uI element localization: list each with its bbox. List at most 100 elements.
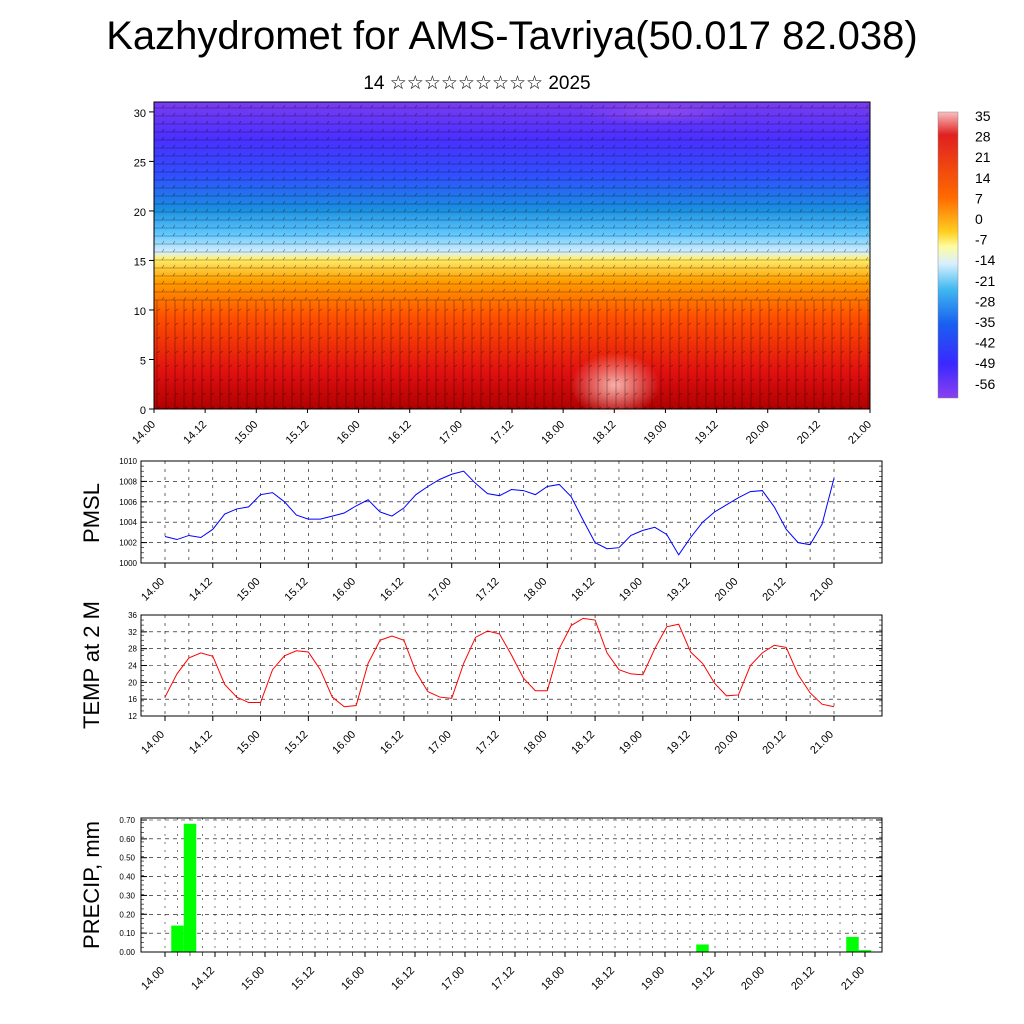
colorbar-label: -28 [975, 293, 995, 309]
precip-xtick-label: 14.12 [189, 965, 217, 993]
precip-bars [171, 823, 872, 952]
precip-xtick-label: 17.12 [489, 965, 517, 993]
xs-ytick-label: 15 [134, 256, 146, 268]
precip-ytick-label: 0.50 [119, 854, 135, 863]
precip-ytick-label: 0.40 [119, 873, 135, 882]
temp-xtick-label: 20.00 [713, 729, 741, 757]
precip-bar [183, 823, 197, 952]
temp-xtick-label: 17.12 [474, 729, 502, 757]
pmsl-x-axis: 14.00 14.12 15.00 15.12 16.00 16.12 17.00 17.12… [139, 563, 836, 604]
colorbar-label: -42 [975, 335, 995, 351]
temp-xtick-label: 19.12 [665, 729, 693, 757]
xs-xtick-label: 17.00 [437, 419, 465, 447]
xs-ytick-label: 30 [134, 108, 146, 120]
precip-bar [858, 950, 872, 952]
page-subtitle: 14 ☆☆☆☆☆☆☆☆☆ 2025 [363, 73, 591, 94]
precip-xtick-label: 16.00 [339, 965, 367, 993]
xs-xtick-label: 20.00 [744, 419, 772, 447]
colorbar-label: -49 [975, 355, 995, 371]
temp-grid [141, 614, 882, 717]
pmsl-xtick-label: 17.00 [426, 576, 454, 604]
precip-ytick-label: 0.00 [119, 948, 135, 957]
colorbar: 35 28 21 14 7 0 -7 -14 -21 -28 -35 -42 -49 -56 [937, 108, 995, 399]
temp-ytick-label: 12 [128, 712, 137, 721]
precip-bar [696, 944, 709, 952]
pmsl-xtick-label: 16.00 [330, 576, 358, 604]
xs-ytick-label: 0 [140, 405, 146, 417]
colorbar-label: 7 [975, 190, 983, 206]
pmsl-ytick-label: 1010 [119, 457, 137, 466]
xs-xtick-label: 16.00 [335, 419, 363, 447]
temp-xtick-label: 15.00 [235, 729, 263, 757]
colorbar-gradient [937, 111, 959, 399]
wind-barbs-upper [154, 102, 870, 302]
precip-xtick-label: 21.00 [839, 965, 867, 993]
pmsl-series-line [164, 470, 835, 556]
wind-barbs-lower [154, 300, 870, 409]
precip-xtick-label: 19.12 [689, 965, 717, 993]
precip-panel: PRECIP, mm 0.000.100.200.300.400.500.600… [79, 816, 883, 993]
precip-ylabel: PRECIP, mm [79, 821, 104, 949]
temp-xtick-label: 15.12 [283, 729, 311, 757]
temp-x-axis: 14.00 14.12 15.00 15.12 16.00 16.12 17.00 17.12… [139, 716, 836, 757]
temp-xtick-label: 14.00 [139, 729, 167, 757]
xs-xtick-label: 14.12 [181, 419, 209, 447]
pmsl-xtick-label: 17.12 [474, 576, 502, 604]
pmsl-frame [140, 460, 883, 564]
page-title: Kazhydromet for AMS-Tavriya(50.017 82.03… [106, 14, 918, 58]
precip-xtick-label: 16.12 [389, 965, 417, 993]
precip-frame [140, 817, 883, 953]
temp-xtick-label: 20.12 [760, 729, 788, 757]
colorbar-label: 0 [975, 211, 983, 227]
pmsl-ytick-label: 1002 [119, 539, 137, 548]
temp-ytick-label: 20 [128, 678, 137, 687]
pmsl-xtick-label: 16.12 [378, 576, 406, 604]
pmsl-ytick-label: 1006 [119, 498, 137, 507]
precip-bar [846, 936, 859, 952]
xs-xtick-label: 21.00 [846, 419, 874, 447]
xs-xtick-label: 18.00 [539, 419, 567, 447]
precip-xtick-label: 19.00 [639, 965, 667, 993]
temp-ytick-label: 28 [128, 645, 137, 654]
precip-xtick-label: 18.12 [589, 965, 617, 993]
precip-ytick-label: 0.60 [119, 835, 135, 844]
pmsl-xtick-label: 19.12 [665, 576, 693, 604]
precip-xtick-label: 20.00 [739, 965, 767, 993]
cross-section-panel: 0 5 10 15 20 25 30 14.00 14.12 15.00 15.12 16.00 16… [130, 100, 874, 447]
colorbar-labels: 35 28 21 14 7 0 -7 -14 -21 -28 -35 -42 -49 -56 [975, 108, 995, 392]
colorbar-label: -7 [975, 232, 988, 248]
temp-ytick-label: 32 [128, 628, 137, 637]
colorbar-label: -35 [975, 314, 995, 330]
temp-y-axis: 12 16 20 24 28 32 36 [128, 611, 882, 721]
colorbar-label: 21 [975, 149, 991, 165]
xs-xtick-label: 15.00 [232, 419, 260, 447]
pmsl-xtick-label: 19.00 [617, 576, 645, 604]
pmsl-xtick-label: 14.00 [139, 576, 167, 604]
precip-ytick-label: 0.20 [119, 910, 135, 919]
xs-xtick-label: 19.00 [642, 419, 670, 447]
precip-xtick-label: 14.00 [139, 965, 167, 993]
cross-section-y-axis: 0 5 10 15 20 25 30 [134, 108, 154, 417]
precip-x-axis: 14.00 14.12 15.00 15.12 16.00 16.12 17.00 17.12… [139, 952, 867, 993]
temp-xtick-label: 16.00 [330, 729, 358, 757]
temp-series-line [164, 617, 835, 708]
xs-xtick-label: 19.12 [693, 419, 721, 447]
colorbar-label: 14 [975, 170, 991, 186]
precip-bar [171, 925, 184, 952]
colorbar-label: -21 [975, 273, 995, 289]
pmsl-ylabel: PMSL [79, 483, 104, 543]
pmsl-xtick-label: 21.00 [808, 576, 836, 604]
pmsl-xtick-label: 14.12 [187, 576, 215, 604]
xs-ytick-label: 5 [140, 355, 146, 367]
cross-section-x-axis: 14.00 14.12 15.00 15.12 16.00 16.12 17.00 17.12… [130, 409, 874, 447]
temp-xtick-label: 14.12 [187, 729, 215, 757]
temp-ytick-label: 16 [128, 695, 137, 704]
colorbar-label: 28 [975, 129, 991, 145]
pmsl-xtick-label: 18.12 [569, 576, 597, 604]
temp-xtick-label: 21.00 [808, 729, 836, 757]
temp-xtick-label: 17.00 [426, 729, 454, 757]
temp-panel: TEMP at 2 M 12 16 20 24 28 32 36 14.00 14.12 15.… [79, 601, 883, 757]
colorbar-label: -56 [975, 376, 995, 392]
precip-xtick-label: 15.00 [239, 965, 267, 993]
pmsl-grid [141, 460, 882, 564]
